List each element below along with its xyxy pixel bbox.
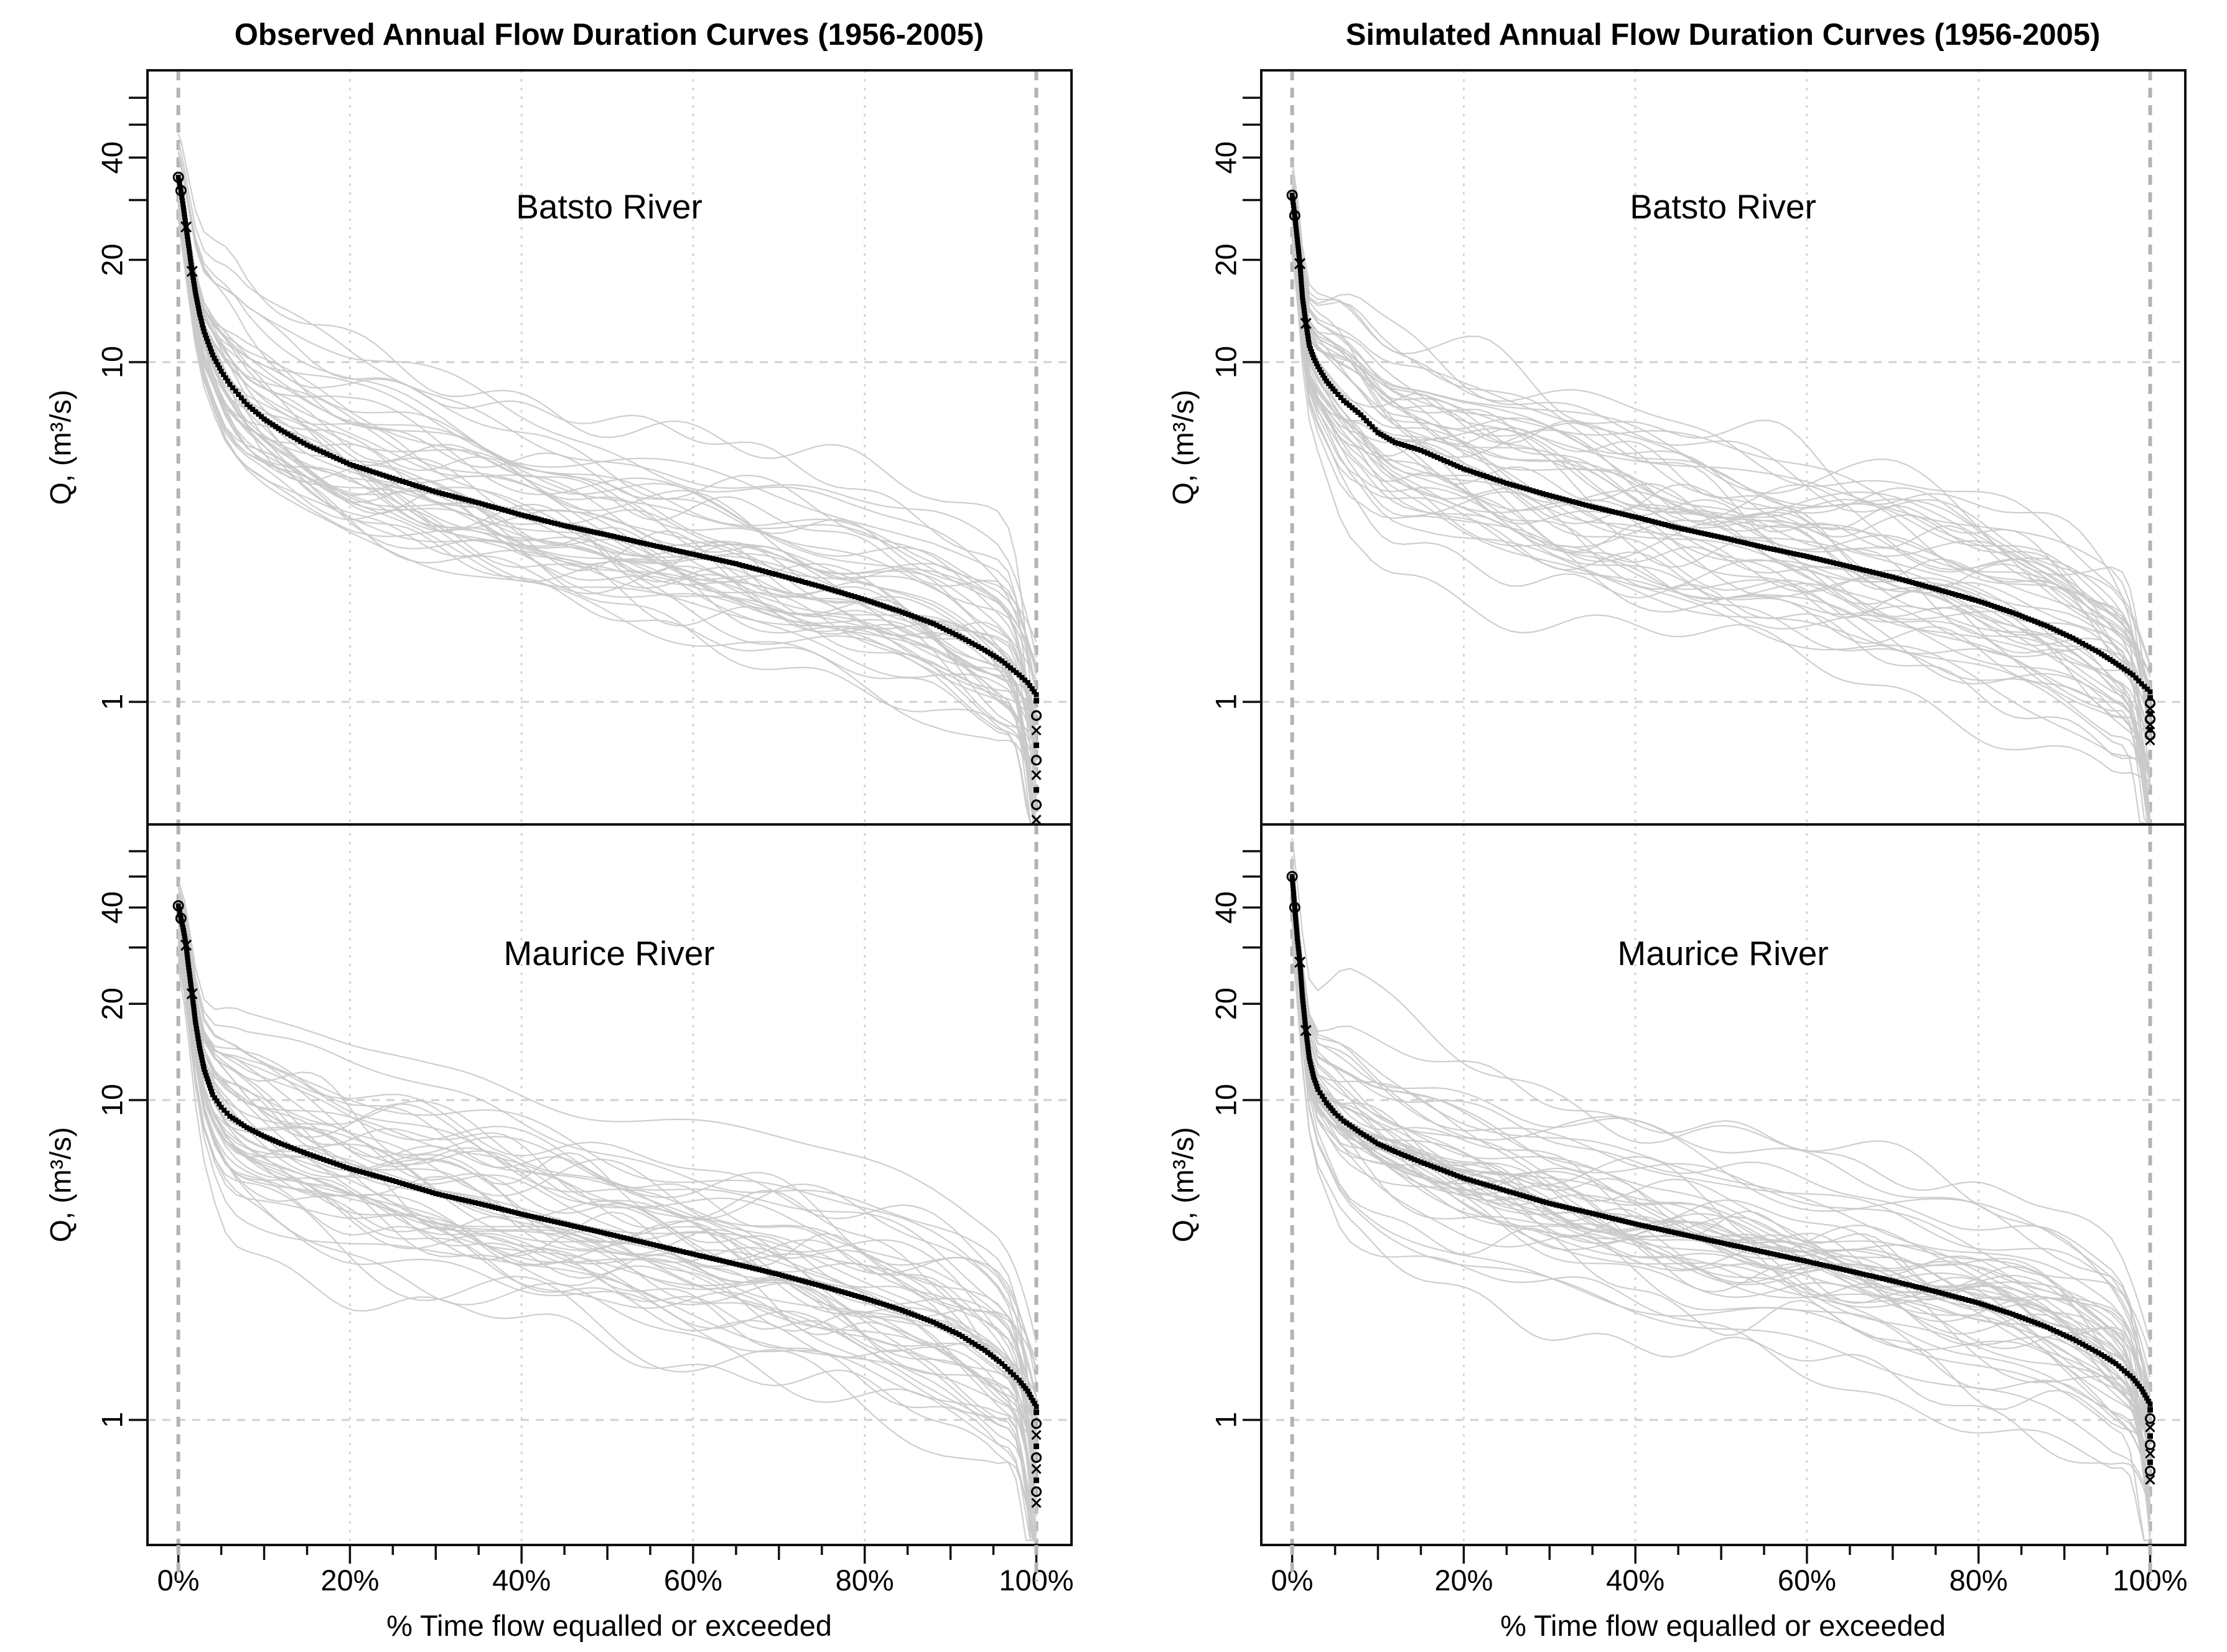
svg-text:20%: 20% <box>1434 1564 1493 1597</box>
svg-text:40%: 40% <box>492 1564 551 1597</box>
svg-text:60%: 60% <box>1778 1564 1836 1597</box>
svg-text:20: 20 <box>1210 243 1243 276</box>
svg-text:20: 20 <box>96 987 129 1020</box>
svg-text:10: 10 <box>1210 346 1243 378</box>
river-label-maurice-observed: Maurice River <box>503 934 715 973</box>
column-title-simulated: Simulated Annual Flow Duration Curves (1… <box>1345 18 2101 52</box>
river-label-batsto-simulated: Batsto River <box>1630 187 1816 226</box>
svg-text:40%: 40% <box>1606 1564 1664 1597</box>
x-axis-label-simulated: % Time flow equalled or exceeded <box>1500 1609 1946 1642</box>
x-axis-label-observed: % Time flow equalled or exceeded <box>386 1609 832 1642</box>
y-axis-label-observed-bottom: Q, (m³/s) <box>44 1127 77 1243</box>
river-label-maurice-simulated: Maurice River <box>1617 934 1829 973</box>
svg-text:60%: 60% <box>664 1564 722 1597</box>
svg-text:10: 10 <box>96 346 129 378</box>
column-title-observed: Observed Annual Flow Duration Curves (19… <box>234 18 984 52</box>
svg-text:20%: 20% <box>320 1564 379 1597</box>
river-label-batsto-observed: Batsto River <box>516 187 703 226</box>
svg-text:80%: 80% <box>836 1564 894 1597</box>
svg-text:40: 40 <box>1210 141 1243 174</box>
svg-text:40: 40 <box>1210 891 1243 923</box>
y-axis-label-observed-top: Q, (m³/s) <box>44 390 77 505</box>
svg-text:1: 1 <box>96 694 129 710</box>
svg-text:80%: 80% <box>1949 1564 2008 1597</box>
svg-text:20: 20 <box>96 243 129 276</box>
y-axis-label-simulated-bottom: Q, (m³/s) <box>1166 1127 1200 1243</box>
svg-text:20: 20 <box>1210 987 1243 1020</box>
svg-text:10: 10 <box>96 1084 129 1116</box>
y-axis-label-simulated-top: Q, (m³/s) <box>1166 390 1200 505</box>
svg-text:40: 40 <box>96 141 129 174</box>
svg-text:40: 40 <box>96 891 129 923</box>
svg-text:1: 1 <box>1210 1412 1243 1428</box>
svg-text:1: 1 <box>1210 694 1243 710</box>
svg-text:1: 1 <box>96 1412 129 1428</box>
svg-text:10: 10 <box>1210 1084 1243 1116</box>
